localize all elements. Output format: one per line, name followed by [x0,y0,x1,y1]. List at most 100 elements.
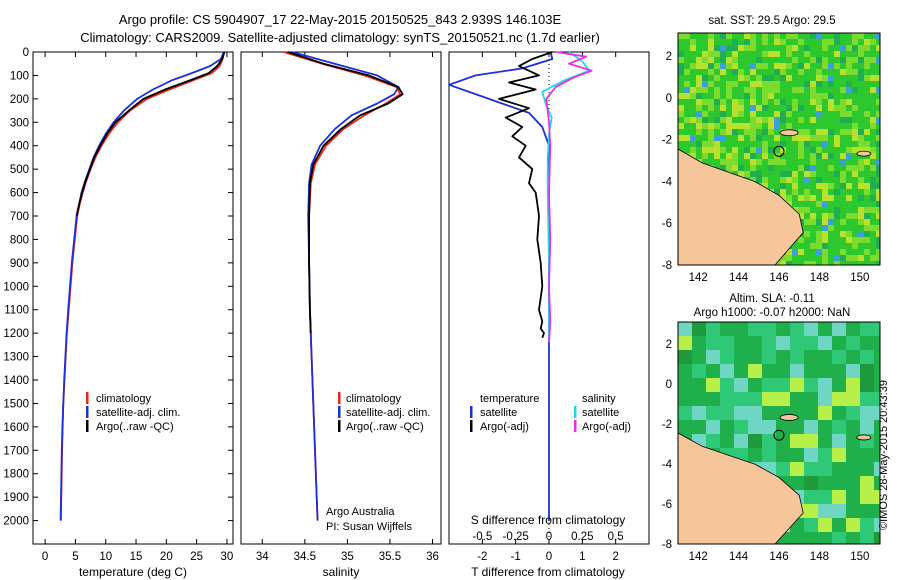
sst-map-cell [828,33,834,39]
sst-map-cell [720,147,726,153]
sst-map-cell [738,129,744,135]
sst-map-cell [822,57,828,63]
sst-map-cell [756,123,762,129]
sla-map-cell [860,336,874,350]
sla-map-cell [706,392,720,406]
sst-map-cell [774,99,780,105]
sst-map-cell [822,87,828,93]
sst-map-cell [864,159,870,165]
sst-map-cell [876,207,880,213]
sst-map-cell [708,93,714,99]
sst-map-cell [720,159,726,165]
sst-map-cell [798,87,804,93]
sst-map-cell [714,69,720,75]
sst-map-cell [852,177,858,183]
sst-map-cell [834,177,840,183]
sst-map-cell [684,99,690,105]
sla-map-cell [874,336,880,350]
sst-map-cell [834,69,840,75]
sla-map-title-line1: Altim. SLA: -0.11 [729,293,814,305]
sst-map-cell [852,261,858,265]
sst-map-cell [750,177,756,183]
sst-map-cell [798,99,804,105]
sst-map-cell [786,195,792,201]
sst-map-cell [798,63,804,69]
sst-map-cell [876,129,880,135]
sst-map-cell [774,57,780,63]
sst-map-cell [798,177,804,183]
sla-map-cell [734,350,748,364]
sst-map-cell [858,231,864,237]
sla-map-cell [832,448,846,462]
sst-map-cell [822,147,828,153]
sst-map-cell [702,51,708,57]
sla-map-cell [748,434,762,448]
sst-map-cell [876,243,880,249]
sst-map-xtick-label: 146 [769,272,788,284]
sla-map-cell [846,378,860,392]
sst-map-cell [870,219,876,225]
sst-map-cell [834,153,840,159]
sla-map-cell [678,322,692,336]
sst-map-cell [732,171,738,177]
sst-map-cell [846,249,852,255]
sst-map-cell [726,33,732,39]
sla-map-cell [762,350,776,364]
sst-map-cell [768,69,774,75]
sst-map-cell [804,189,810,195]
sst-map-cell [756,111,762,117]
sst-map-cell [702,129,708,135]
diff-legend-sal-argo: Argo(-adj) [582,421,631,433]
figure-title-line1: Argo profile: CS 5904907_17 22-May-2015 … [119,12,562,27]
sst-map-cell [732,45,738,51]
sla-map-cell [762,392,776,406]
sst-map-cell [720,117,726,123]
sst-map-cell [828,87,834,93]
salinity-series-satellite-adj-clim- [291,51,400,521]
sst-map-cell [744,105,750,111]
sst-map-cell [720,87,726,93]
temperature-legend-climatology: climatology [96,393,152,405]
sst-map-cell [840,171,846,177]
sst-map-cell [798,183,804,189]
sla-map-cell [720,378,734,392]
sla-map-cell [818,518,832,532]
sst-map-cell [816,177,822,183]
sst-map-cell [750,153,756,159]
sst-map-cell [810,219,816,225]
sst-map-cell [822,171,828,177]
diff-legend-temp-satellite: satellite [480,407,517,419]
sst-map-cell [732,105,738,111]
sst-map-cell [852,237,858,243]
sst-map-cell [762,111,768,117]
sst-map-cell [804,183,810,189]
sst-map-cell [786,171,792,177]
sst-map-cell [732,99,738,105]
sst-map-cell [798,111,804,117]
sst-map-cell [732,93,738,99]
sst-map-cell [864,177,870,183]
sla-map-cell [804,532,818,544]
sst-map-cell [804,255,810,261]
difference-series-argo-adj- [545,51,593,343]
sla-map-cell [734,336,748,350]
sla-map-cell [860,448,874,462]
sst-map-cell [834,57,840,63]
sst-map-cell [684,69,690,75]
sst-map-cell [798,129,804,135]
sst-map-cell [828,165,834,171]
sst-map-cell [852,141,858,147]
sla-map-cell [818,406,832,420]
sla-map-cell [860,518,874,532]
sst-map-cell [810,195,816,201]
sst-map-cell [738,165,744,171]
sst-map-cell [816,123,822,129]
sst-map-cell [690,141,696,147]
sla-map-cell [720,420,734,434]
sst-map-cell [870,111,876,117]
sst-map-cell [840,75,846,81]
sst-map-cell [762,123,768,129]
sst-map-cell [744,141,750,147]
sst-map-cell [750,135,756,141]
sst-map-cell [834,45,840,51]
